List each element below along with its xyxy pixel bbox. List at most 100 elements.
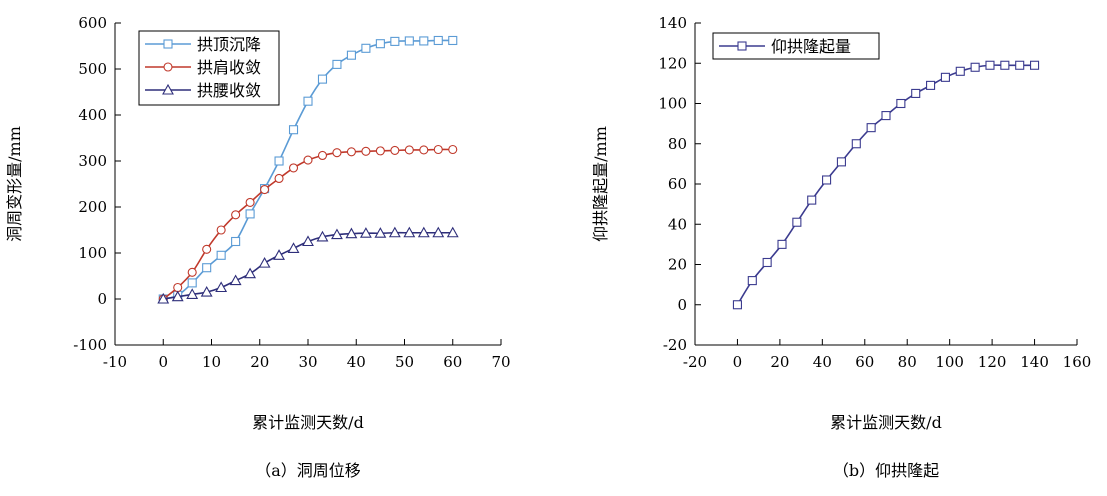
y-tick-label: 140: [658, 14, 687, 32]
data-point: [157, 292, 170, 304]
data-point: [419, 145, 429, 155]
series-group: [732, 60, 1040, 310]
y-tick-label: 20: [668, 256, 687, 274]
x-tick-label: 160: [1063, 353, 1092, 371]
data-point: [258, 256, 271, 268]
y-tick-label: 400: [78, 106, 107, 124]
x-axis-title: 累计监测天数/d: [252, 413, 364, 432]
x-tick-label: 40: [813, 353, 832, 371]
data-point: [762, 257, 772, 268]
data-point: [375, 146, 385, 156]
x-tick-label: 60: [443, 353, 462, 371]
y-axis-title: 洞周变形量/mm: [5, 126, 24, 242]
data-point: [288, 125, 299, 135]
data-point: [1030, 60, 1040, 70]
y-tick-label: 0: [97, 290, 107, 308]
data-point: [331, 228, 343, 240]
data-point: [245, 209, 255, 219]
x-axis-title: 累计监测天数/d: [830, 413, 942, 432]
data-point: [836, 157, 846, 167]
chart-invert-uplift: -20 0 20 40 60 80 100 120 140 -20 0 20 40 60 80 100 120 1…: [591, 14, 1091, 480]
y-tick-label: 40: [668, 215, 687, 233]
data-point: [244, 267, 257, 279]
data-point: [200, 285, 213, 297]
legend-label: 拱腰收敛: [197, 81, 261, 100]
x-tick-label: 100: [935, 353, 964, 371]
data-point: [403, 226, 416, 238]
series-line-0: [736, 64, 1035, 306]
y-tick-label: 100: [78, 244, 107, 262]
data-point: [216, 225, 226, 235]
figure-caption: （b）仰拱隆起: [833, 461, 939, 480]
data-point: [171, 290, 184, 302]
y-tick-label: 80: [668, 135, 687, 153]
data-point: [1015, 60, 1025, 70]
data-point: [245, 197, 255, 207]
data-point: [388, 226, 401, 238]
data-point: [404, 36, 414, 46]
data-point: [216, 250, 226, 260]
data-point: [187, 267, 197, 277]
data-point: [274, 173, 284, 184]
data-point: [807, 195, 817, 205]
x-tick-label: 60: [855, 353, 874, 371]
y-tick-label: 500: [78, 60, 107, 78]
legend-swatch-marker: [163, 62, 173, 72]
x-tick-label: 10: [202, 353, 221, 371]
y-axis-title: 仰拱隆起量/mm: [591, 126, 610, 242]
data-point: [332, 148, 342, 158]
x-tick-label: 70: [491, 353, 510, 371]
data-point: [911, 88, 921, 98]
data-point: [446, 226, 459, 238]
data-point: [215, 281, 228, 293]
y-tick-label: 120: [658, 54, 687, 72]
data-point: [231, 210, 241, 220]
legend-label: 拱肩收敛: [197, 58, 261, 77]
data-point: [346, 147, 356, 157]
data-point: [202, 263, 212, 273]
data-point: [375, 39, 385, 49]
data-point: [361, 146, 371, 156]
figure-caption: （a）洞周位移: [255, 461, 361, 480]
legend-swatch-marker: [162, 83, 174, 95]
data-point: [303, 155, 313, 165]
y-tick-label: -20: [663, 336, 687, 354]
data-point: [866, 123, 876, 133]
x-tick-label: 50: [395, 353, 414, 371]
data-point: [1000, 60, 1010, 70]
data-point: [404, 145, 414, 155]
data-point: [202, 244, 212, 254]
legend: 仰拱隆起量: [712, 32, 880, 60]
x-tick-label: 120: [978, 353, 1007, 371]
data-point: [229, 274, 242, 286]
data-point: [288, 163, 299, 173]
x-tick-label: 80: [898, 353, 917, 371]
data-point: [881, 111, 891, 121]
data-point: [332, 59, 342, 69]
data-point: [390, 36, 400, 46]
data-point: [187, 278, 197, 288]
y-tick-label: -100: [73, 336, 107, 354]
x-tick-label: 20: [250, 353, 269, 371]
data-point: [792, 217, 802, 227]
data-point: [747, 276, 757, 286]
legend-label: 拱顶沉降: [197, 35, 261, 54]
data-point: [448, 144, 458, 155]
y-tick-label: 200: [78, 198, 107, 216]
data-point: [419, 36, 429, 46]
x-tick-label: 0: [158, 353, 168, 371]
data-point: [433, 35, 443, 46]
x-tick-label: 30: [298, 353, 317, 371]
data-point: [359, 227, 372, 238]
data-point: [287, 242, 300, 253]
data-point: [390, 145, 400, 155]
data-point: [303, 96, 313, 106]
legend-label: 仰拱隆起量: [771, 37, 851, 56]
data-point: [231, 236, 241, 247]
x-tick-label: 20: [770, 353, 789, 371]
y-tick-label: 600: [78, 14, 107, 32]
data-point: [970, 62, 980, 72]
x-tick-label: 140: [1020, 353, 1049, 371]
